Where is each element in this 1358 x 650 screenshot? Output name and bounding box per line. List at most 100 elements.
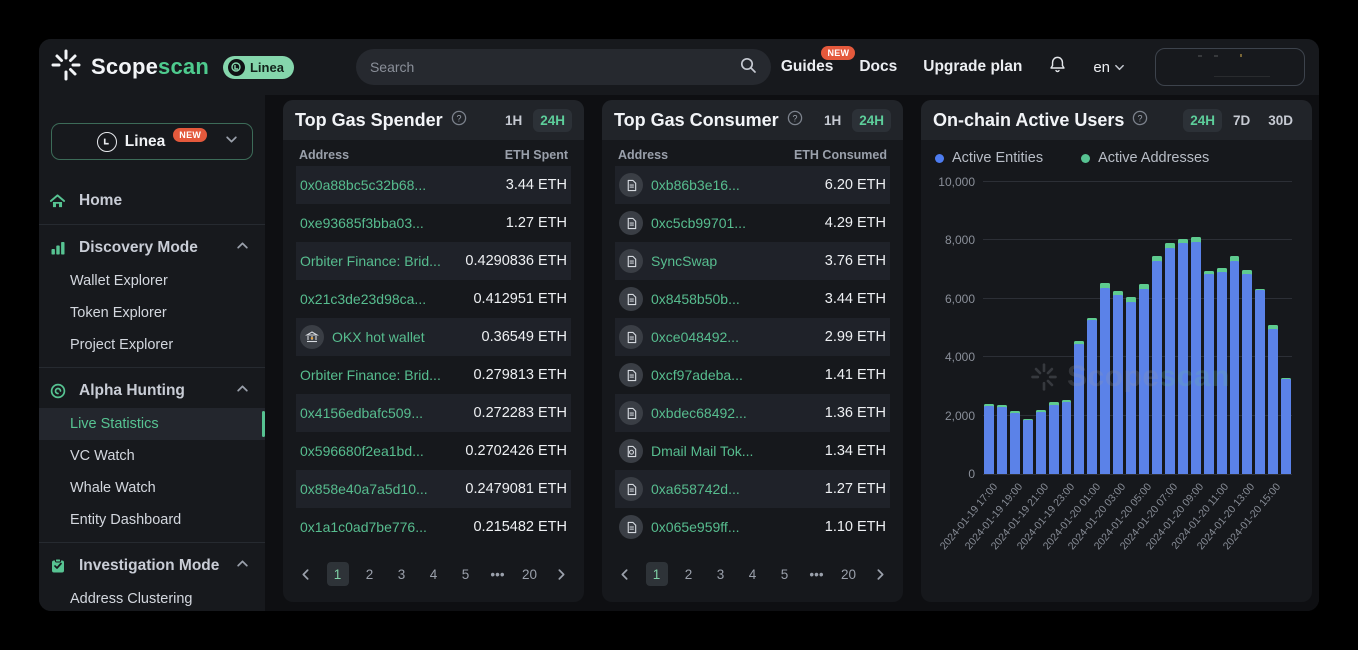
pagination-page-4[interactable]: 4	[748, 566, 757, 582]
pagination-page-20[interactable]: 20	[840, 566, 857, 582]
time-filter-24h[interactable]: 24H	[852, 108, 891, 132]
address-link[interactable]: 0x0a88bc5c32b68...	[300, 177, 426, 193]
bar-2024-01-20 01:00	[1087, 182, 1098, 474]
pagination-page-4[interactable]: 4	[429, 566, 438, 582]
pagination-page-3[interactable]: 3	[397, 566, 406, 582]
chevron-down-icon	[1115, 64, 1124, 70]
token-contract-icon	[619, 439, 643, 463]
address-link[interactable]: 0x596680f2ea1bd...	[300, 443, 424, 459]
sidebar-item-entity-dashboard[interactable]: Entity Dashboard	[70, 512, 182, 528]
address-link[interactable]: 0xcf97adeba...	[619, 363, 743, 387]
sidebar-item-whale-watch[interactable]: Whale Watch	[70, 480, 156, 496]
nav-upgrade-plan[interactable]: Upgrade plan	[923, 58, 1023, 75]
address-link[interactable]: 0x1a1c0ad7be776...	[300, 519, 427, 535]
time-filter-24h[interactable]: 24H	[1183, 108, 1222, 132]
panel-header: On-chain Active Users ? 24H 7D 30D	[921, 100, 1312, 140]
pagination-page-1[interactable]: 1	[645, 562, 668, 586]
search-input[interactable]	[369, 59, 731, 75]
pagination-page-3[interactable]: 3	[716, 566, 725, 582]
time-filter-24h[interactable]: 24H	[533, 108, 572, 132]
address-link[interactable]: 0x21c3de23d98ca...	[300, 291, 426, 307]
y-axis-label: 4,000	[944, 350, 975, 365]
chevron-up-icon	[236, 557, 249, 575]
panel-header: Top Gas Consumer ? 1H 24H	[602, 100, 903, 140]
contract-icon	[619, 173, 643, 197]
time-filter-30d[interactable]: 30D	[1268, 112, 1293, 128]
time-filter-1h[interactable]: 1H	[504, 112, 523, 128]
address-link[interactable]: Orbiter Finance: Brid...	[300, 367, 441, 383]
nav-docs[interactable]: Docs	[859, 58, 898, 75]
linea-icon	[227, 58, 245, 76]
eth-amount: 3.44 ETH	[824, 291, 886, 307]
pagination-prev[interactable]	[614, 562, 636, 586]
sidebar-item-home[interactable]: Home	[39, 184, 265, 218]
sidebar-item-vc-watch[interactable]: VC Watch	[70, 448, 135, 464]
eth-amount: 0.4290836 ETH	[465, 253, 567, 269]
sidebar-section-investigation-mode[interactable]: Investigation Mode	[39, 549, 265, 583]
search-icon[interactable]	[739, 56, 757, 79]
table-header: Address ETH Spent	[299, 148, 568, 162]
address-link[interactable]: 0x858e40a7a5d10...	[300, 481, 428, 497]
guides-new-badge: NEW	[821, 46, 856, 60]
address-text: 0xe93685f3bba03...	[300, 215, 424, 231]
address-link[interactable]: 0xc5cb99701...	[619, 211, 746, 235]
help-icon[interactable]: ?	[1132, 110, 1148, 131]
bar-2024-01-20 02:00	[1100, 182, 1111, 474]
table-row: 0xbdec68492... 1.36 ETH	[615, 394, 890, 432]
contract-icon	[619, 325, 643, 349]
search-bar[interactable]	[355, 49, 771, 85]
address-link[interactable]: 0xa658742d...	[619, 477, 740, 501]
sidebar-item-address-clustering[interactable]: Address Clustering	[70, 591, 193, 607]
table-row: 0xb86b3e16... 6.20 ETH	[615, 166, 890, 204]
network-selector[interactable]: Linea NEW	[51, 123, 253, 160]
active-entities-bar	[1177, 243, 1188, 474]
address-link[interactable]: 0xce048492...	[619, 325, 739, 349]
panel-title: Top Gas Spender	[295, 109, 443, 130]
pagination-next[interactable]	[870, 562, 892, 586]
address-link[interactable]: 0x8458b50b...	[619, 287, 740, 311]
pagination-page-5[interactable]: 5	[461, 566, 470, 582]
pagination-page-20[interactable]: 20	[521, 566, 538, 582]
address-link[interactable]: Orbiter Finance: Brid...	[300, 253, 441, 269]
address-link[interactable]: 0xbdec68492...	[619, 401, 747, 425]
bar-2024-01-20 15:00	[1268, 182, 1279, 474]
sidebar-section-alpha-hunting[interactable]: Alpha Hunting	[39, 374, 265, 408]
address-link[interactable]: 0x065e959ff...	[619, 515, 739, 539]
pagination-page-5[interactable]: 5	[780, 566, 789, 582]
eth-amount: 0.215482 ETH	[473, 519, 567, 535]
address-link[interactable]: 0xe93685f3bba03...	[300, 215, 424, 231]
pagination-ellipsis[interactable]: •••	[809, 566, 824, 582]
nav-guides[interactable]: Guides NEW	[781, 46, 856, 76]
address-link[interactable]: Dmail Mail Tok...	[619, 439, 753, 463]
help-icon[interactable]: ?	[451, 110, 467, 131]
active-entities-bar	[1087, 319, 1098, 474]
time-filter-7d[interactable]: 7D	[1232, 112, 1251, 128]
eth-amount: 0.279813 ETH	[473, 367, 567, 383]
sidebar-item-wallet-explorer[interactable]: Wallet Explorer	[70, 273, 168, 289]
address-link[interactable]: OKX hot wallet	[300, 325, 425, 349]
time-filter-1h[interactable]: 1H	[823, 112, 842, 128]
pagination-page-1[interactable]: 1	[326, 562, 349, 586]
active-entities-bar	[1281, 379, 1292, 474]
sidebar-section-discovery-mode[interactable]: Discovery Mode	[39, 231, 265, 265]
sidebar-item-live-statistics[interactable]: Live Statistics	[39, 408, 265, 440]
address-text: 0xbdec68492...	[651, 405, 747, 421]
sidebar-item-token-explorer[interactable]: Token Explorer	[70, 305, 167, 321]
pagination-ellipsis[interactable]: •••	[490, 566, 505, 582]
table-row: 0xcf97adeba... 1.41 ETH	[615, 356, 890, 394]
pagination: 1 2 3 4 5 ••• 20	[283, 562, 584, 586]
pagination-prev[interactable]	[295, 562, 317, 586]
sidebar-item-project-explorer[interactable]: Project Explorer	[70, 337, 174, 353]
brand-logo[interactable]: Scopescan Linea	[49, 48, 294, 87]
pagination-page-2[interactable]: 2	[365, 566, 374, 582]
address-link[interactable]: SyncSwap	[619, 249, 717, 273]
pagination-page-2[interactable]: 2	[684, 566, 693, 582]
language-selector[interactable]: en	[1093, 59, 1125, 76]
address-link[interactable]: 0xb86b3e16...	[619, 173, 740, 197]
notification-bell-icon[interactable]	[1048, 55, 1067, 79]
pagination-next[interactable]	[551, 562, 573, 586]
wallet-widget[interactable]	[1155, 48, 1305, 86]
svg-text:?: ?	[792, 113, 797, 123]
help-icon[interactable]: ?	[787, 110, 803, 131]
address-link[interactable]: 0x4156edbafc509...	[300, 405, 423, 421]
